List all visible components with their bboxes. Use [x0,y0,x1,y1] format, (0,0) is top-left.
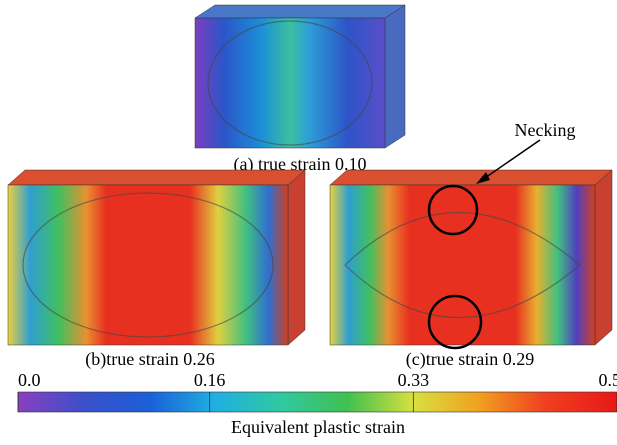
figure-canvas: (a) true strain 0.10 (b)true strain 0.26… [0,0,617,445]
colorbar-tick-label: 0.16 [194,370,226,390]
annotation: Necking [515,120,576,140]
colorbar-scale [18,392,617,412]
panel-a: (a) true strain 0.10 [195,5,405,175]
colorbar-title: Equivalent plastic strain [231,417,405,437]
colorbar-tick-label: 0.5 [599,370,617,390]
panel-b: (b)true strain 0.26 [8,170,305,370]
colorbar-tick-label: 0.0 [18,370,41,390]
colorbar-tick-label: 0.33 [398,370,430,390]
panel-caption: (b)true strain 0.26 [85,349,214,370]
panel-c: (c)true strain 0.29 [330,170,612,370]
colorbar: Equivalent plastic strain [18,392,617,437]
figure: (a) true strain 0.10 (b)true strain 0.26… [0,0,617,445]
panel-caption: (c)true strain 0.29 [406,349,534,370]
